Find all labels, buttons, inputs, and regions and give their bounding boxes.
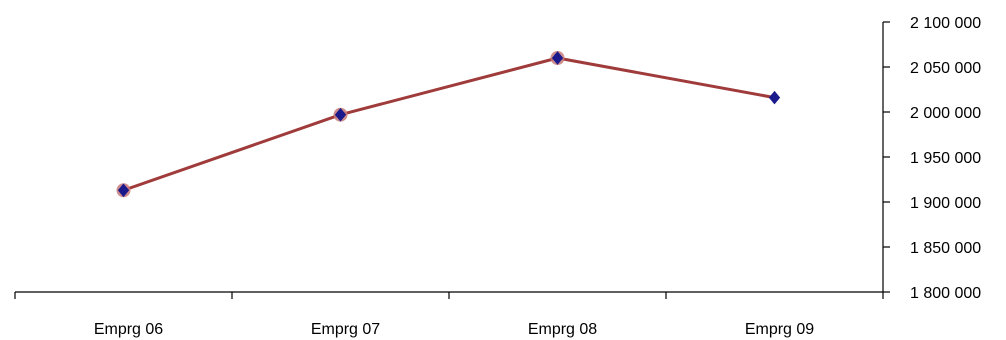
axes [15, 22, 884, 293]
x-tick-label: Emprg 06 [94, 321, 163, 338]
data-point-marker [334, 107, 347, 122]
series-line [123, 56, 775, 192]
data-point [550, 51, 565, 65]
y-tick-label: 1 850 000 [910, 240, 981, 257]
y-tick-label: 2 050 000 [910, 60, 981, 77]
data-point [333, 107, 348, 122]
y-tick-label: 1 950 000 [910, 150, 981, 167]
series [116, 51, 781, 198]
data-point-marker [768, 90, 781, 105]
y-tick-label: 1 900 000 [910, 195, 981, 212]
tick-labels: 1 800 000 1 850 000 1 900 000 1 950 000 2 00… [94, 15, 981, 338]
x-tick-label: Emprg 09 [745, 321, 814, 338]
y-tick-label: 2 100 000 [910, 15, 981, 32]
data-point [116, 183, 131, 198]
x-tick-label: Emprg 07 [311, 321, 380, 338]
y-tick-label: 1 800 000 [910, 285, 981, 302]
data-point [768, 90, 781, 105]
ticks [14, 21, 890, 299]
y-tick-label: 2 000 000 [910, 105, 981, 122]
data-point-marker [551, 51, 564, 65]
data-point-marker [117, 183, 130, 198]
x-tick-label: Emprg 08 [528, 321, 597, 338]
